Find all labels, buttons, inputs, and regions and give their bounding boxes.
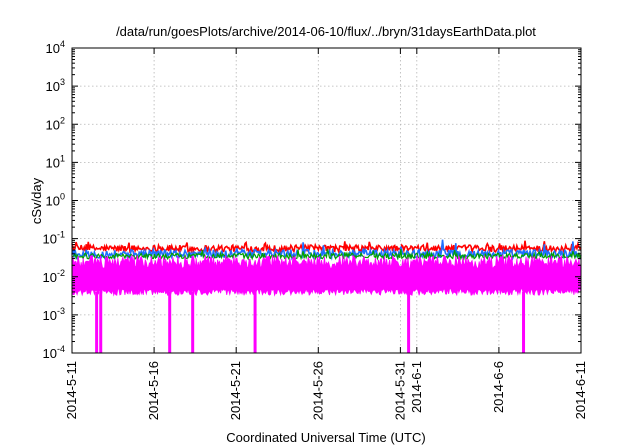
y-axis-label: cSv/day bbox=[29, 177, 44, 224]
y-tick-label: 10-4 bbox=[43, 344, 65, 361]
x-tick-label: 2014-6-1 bbox=[409, 361, 424, 413]
series-line-green bbox=[71, 248, 582, 261]
y-tick-label: 104 bbox=[46, 39, 65, 56]
y-tick-label: 100 bbox=[46, 192, 65, 209]
y-tick-label: 101 bbox=[46, 153, 65, 170]
y-axis: 10-4 10-3 10-2 10-1 100 101 102 103 104 bbox=[43, 39, 581, 361]
x-tick-label: 2014-6-6 bbox=[491, 361, 506, 413]
y-tick-label: 10-3 bbox=[43, 306, 65, 323]
chart-title: /data/run/goesPlots/archive/2014-06-10/f… bbox=[116, 24, 536, 39]
series-line-red bbox=[71, 240, 582, 255]
y-tick-label: 10-2 bbox=[43, 268, 65, 285]
x-axis-label: Coordinated Universal Time (UTC) bbox=[226, 430, 425, 445]
x-tick-label: 2014-5-31 bbox=[392, 361, 407, 420]
grid bbox=[72, 48, 581, 353]
data-series bbox=[71, 239, 582, 353]
x-axis: 2014-5-11 2014-5-16 2014-5-21 2014-5-26 2014… bbox=[64, 48, 588, 420]
y-tick-label: 103 bbox=[46, 77, 65, 94]
x-tick-label: 2014-5-26 bbox=[310, 361, 325, 420]
x-tick-label: 2014-5-21 bbox=[228, 361, 243, 420]
series-band-magenta bbox=[71, 253, 582, 297]
x-tick-label: 2014-5-11 bbox=[64, 361, 79, 419]
x-tick-label: 2014-6-11 bbox=[573, 361, 588, 419]
y-tick-label: 102 bbox=[46, 115, 65, 132]
y-tick-label: 10-1 bbox=[43, 230, 65, 247]
x-tick-label: 2014-5-16 bbox=[146, 361, 161, 420]
